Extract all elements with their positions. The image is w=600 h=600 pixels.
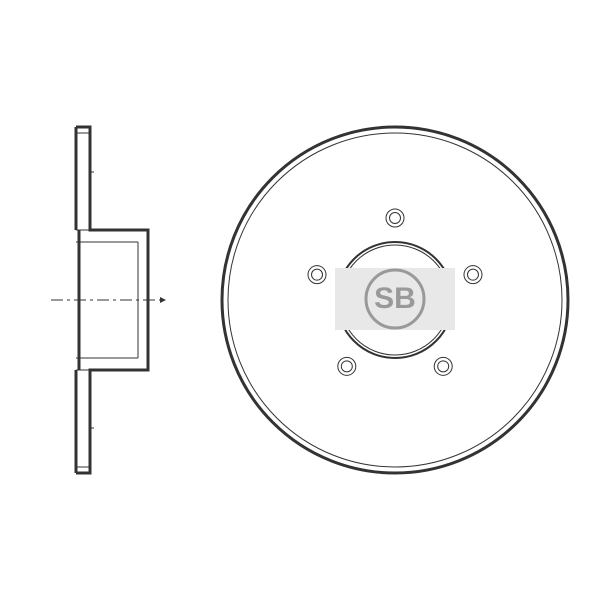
logo-text: SB (374, 282, 416, 315)
side-view (51, 127, 166, 473)
sb-logo: SB (335, 268, 455, 330)
